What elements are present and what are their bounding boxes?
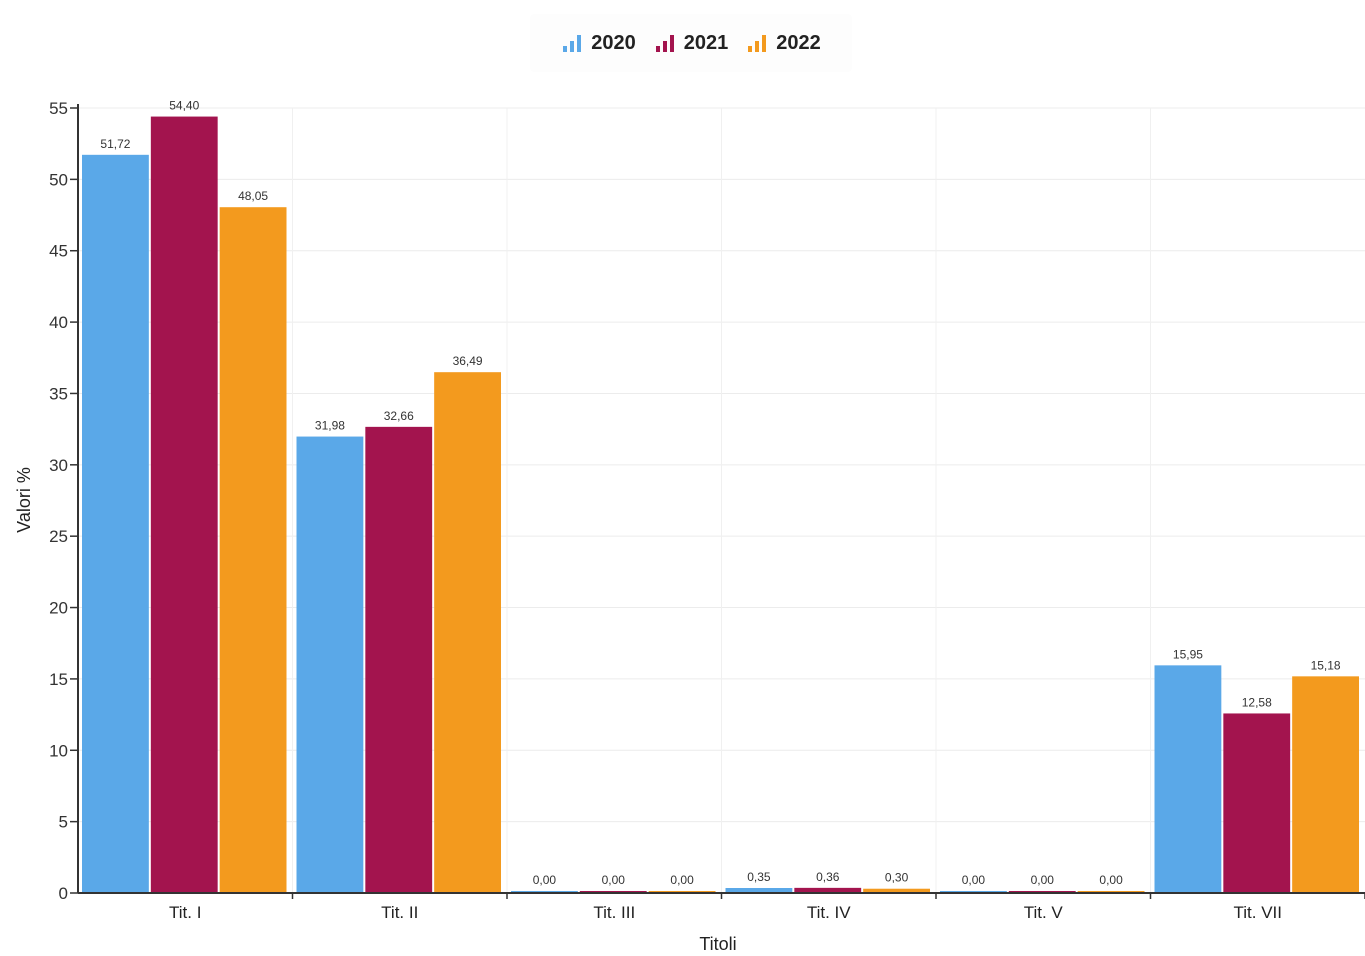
legend-label: 2022 <box>776 31 821 54</box>
bar-2022-5[interactable] <box>1292 676 1359 893</box>
y-tick-label: 45 <box>49 242 68 261</box>
bar-value-label: 36,49 <box>453 354 483 368</box>
bar-value-label: 12,58 <box>1242 695 1272 709</box>
bar-value-label: 0,00 <box>1099 873 1123 887</box>
y-tick-label: 55 <box>49 99 68 118</box>
bar-value-label: 54,40 <box>169 99 199 113</box>
legend-label: 2021 <box>683 31 729 54</box>
x-tick-label: Tit. II <box>381 903 418 922</box>
bar-2021-5[interactable] <box>1223 713 1291 893</box>
y-axis-title: Valori % <box>14 467 34 533</box>
bar-value-label: 0,30 <box>885 871 909 885</box>
bar-2020-5[interactable] <box>1154 665 1222 893</box>
bar-value-label: 0,00 <box>602 873 626 887</box>
bar-value-label: 31,98 <box>315 419 345 433</box>
y-tick-label: 40 <box>49 313 68 332</box>
bar-value-label: 15,95 <box>1173 647 1203 661</box>
bar-2021-0[interactable] <box>150 116 218 893</box>
y-tick-label: 0 <box>59 884 68 903</box>
bar-chart-icon <box>563 35 582 52</box>
bar-2020-3[interactable] <box>725 888 793 893</box>
bar-2022-3[interactable] <box>863 888 930 893</box>
bar-chart-icon <box>748 35 767 52</box>
x-tick-label: Tit. IV <box>807 903 851 922</box>
bar-value-label: 0,00 <box>533 873 557 887</box>
grid-lines <box>78 107 1365 893</box>
y-tick-label: 25 <box>49 527 68 546</box>
axes: 0 5 10 15 20 25 30 35 40 45 50 55 Tit. I Tit. II Tit. … <box>49 99 1365 922</box>
chart-legend: 2020 2021 2022 <box>530 14 852 72</box>
legend-label: 2020 <box>591 31 636 54</box>
bar-2021-1[interactable] <box>365 426 433 893</box>
bar-2022-1[interactable] <box>434 372 501 893</box>
x-tick-label: Tit. V <box>1024 903 1064 922</box>
bar-value-label: 51,72 <box>100 137 130 151</box>
y-tick-label: 20 <box>49 599 68 618</box>
bar-data-labels: 51,72 54,40 48,05 31,98 32,66 36,49 0,00 0,00 0,… <box>100 99 1341 887</box>
bar-2020-1[interactable] <box>296 436 364 893</box>
y-tick-label: 15 <box>49 670 68 689</box>
bar-chart-icon <box>655 35 674 52</box>
bar-value-label: 0,35 <box>747 870 771 884</box>
y-tick-label: 50 <box>49 170 68 189</box>
bar-2020-0[interactable] <box>82 154 149 893</box>
bar-value-label: 0,00 <box>962 873 986 887</box>
y-tick-label: 10 <box>49 741 68 760</box>
bar-2021-3[interactable] <box>794 887 862 893</box>
legend-item-2021[interactable]: 2021 <box>654 31 729 55</box>
legend-item-2022[interactable]: 2022 <box>746 32 821 55</box>
bar-value-label: 0,36 <box>816 870 840 884</box>
x-tick-label: Tit. III <box>593 903 635 922</box>
bar-value-label: 0,00 <box>1031 873 1055 887</box>
legend-item-2020[interactable]: 2020 <box>561 32 636 55</box>
bar-value-label: 32,66 <box>384 409 414 423</box>
y-tick-label: 35 <box>49 384 68 403</box>
y-tick-label: 30 <box>49 456 68 475</box>
x-tick-label: Tit. I <box>169 903 201 922</box>
x-axis-title: Titoli <box>699 934 736 954</box>
bar-value-label: 15,18 <box>1311 658 1341 672</box>
x-tick-label: Tit. VII <box>1234 903 1283 922</box>
bar-2022-0[interactable] <box>219 207 287 894</box>
bars <box>82 116 1359 894</box>
y-tick-label: 5 <box>59 813 68 832</box>
bar-value-label: 0,00 <box>670 873 694 887</box>
bar-value-label: 48,05 <box>238 189 268 203</box>
